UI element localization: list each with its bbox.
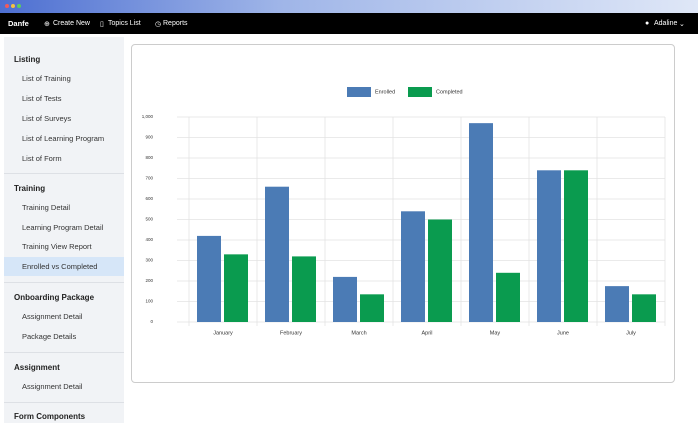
menu-item[interactable]: Learning Program Detail bbox=[22, 223, 104, 232]
bar bbox=[292, 256, 316, 322]
user-menu[interactable]: Adaline bbox=[654, 20, 678, 27]
bar bbox=[428, 219, 452, 322]
navbar: Danfe ⊕ Create New ▯ Topics List ◷ Repor… bbox=[0, 13, 698, 34]
bar bbox=[605, 286, 629, 322]
menu-item[interactable]: Assignment Detail bbox=[22, 312, 83, 321]
nav-link[interactable]: Reports bbox=[163, 20, 188, 27]
y-tick-label: 500 bbox=[145, 217, 153, 222]
bar bbox=[360, 294, 384, 322]
chevron[interactable]: ⌄ bbox=[679, 21, 685, 28]
legend-swatch bbox=[347, 87, 371, 97]
divider bbox=[4, 173, 124, 174]
legend-swatch bbox=[408, 87, 432, 97]
legend-label: Enrolled bbox=[375, 89, 395, 95]
bar bbox=[197, 235, 221, 322]
icon: ⊕ bbox=[44, 21, 50, 28]
x-tick-label: May bbox=[490, 330, 501, 336]
bar bbox=[224, 254, 248, 322]
y-tick-label: 600 bbox=[145, 196, 153, 201]
menu-item[interactable]: List of Form bbox=[22, 154, 62, 163]
bar bbox=[537, 170, 561, 322]
section-title: Training bbox=[14, 184, 46, 193]
brand[interactable]: Danfe bbox=[8, 19, 29, 28]
menu-item[interactable]: List of Tests bbox=[22, 94, 62, 103]
divider bbox=[4, 352, 124, 353]
x-tick-label: June bbox=[557, 330, 569, 336]
divider bbox=[4, 402, 124, 403]
menu-item[interactable]: Assignment Detail bbox=[22, 382, 83, 391]
sidebar: Listing List of Training List of Tests L… bbox=[4, 37, 124, 423]
section-title: Form Components bbox=[14, 412, 86, 421]
max-dot[interactable] bbox=[17, 4, 21, 8]
divider bbox=[4, 282, 124, 283]
y-tick-label: 700 bbox=[145, 176, 153, 181]
icon: ◷ bbox=[155, 21, 162, 28]
window-bar bbox=[0, 0, 698, 13]
y-tick-label: 300 bbox=[145, 258, 153, 263]
close-dot[interactable] bbox=[5, 4, 9, 8]
bar bbox=[564, 170, 588, 322]
icon: ▯ bbox=[100, 21, 104, 28]
chart-card: 0 100 200 300 400 500 600 700 800 900 1,000 January… bbox=[131, 44, 675, 383]
min-dot[interactable] bbox=[11, 4, 15, 8]
legend-label: Completed bbox=[436, 89, 463, 95]
x-tick-label: March bbox=[351, 330, 366, 336]
bar bbox=[469, 123, 493, 323]
icon: ● bbox=[645, 20, 650, 27]
bar bbox=[632, 294, 656, 322]
y-tick-label: 800 bbox=[145, 155, 153, 160]
y-tick-label: 1,000 bbox=[142, 114, 154, 119]
y-tick-label: 200 bbox=[145, 278, 153, 283]
menu-item[interactable]: List of Learning Program bbox=[22, 134, 105, 143]
bar bbox=[401, 211, 425, 322]
x-tick-label: April bbox=[421, 330, 432, 336]
menu-item-active[interactable]: Enrolled vs Completed bbox=[4, 257, 124, 276]
x-tick-label: January bbox=[213, 330, 233, 336]
menu-item[interactable]: Training Detail bbox=[22, 203, 71, 212]
x-tick-label: July bbox=[626, 330, 636, 336]
menu-item[interactable]: Package Details bbox=[22, 332, 77, 341]
chart: 0 100 200 300 400 500 600 700 800 900 1,000 January… bbox=[142, 87, 666, 336]
bar bbox=[496, 272, 520, 322]
menu-item[interactable]: Training View Report bbox=[22, 242, 92, 251]
menu-item[interactable]: List of Training bbox=[22, 74, 71, 83]
nav-link[interactable]: Topics List bbox=[108, 20, 141, 27]
section-title: Assignment bbox=[14, 363, 60, 372]
y-tick-label: 900 bbox=[145, 135, 153, 140]
x-tick-label: February bbox=[280, 330, 302, 336]
section-title: Listing bbox=[14, 55, 41, 64]
menu-item[interactable]: List of Surveys bbox=[22, 114, 72, 123]
bar bbox=[265, 186, 289, 322]
y-tick-label: 0 bbox=[150, 319, 153, 324]
y-tick-label: 400 bbox=[145, 237, 153, 242]
nav-link[interactable]: Create New bbox=[53, 20, 90, 27]
bar bbox=[333, 276, 357, 322]
section-title: Onboarding Package bbox=[14, 293, 95, 302]
y-tick-label: 100 bbox=[145, 299, 153, 304]
